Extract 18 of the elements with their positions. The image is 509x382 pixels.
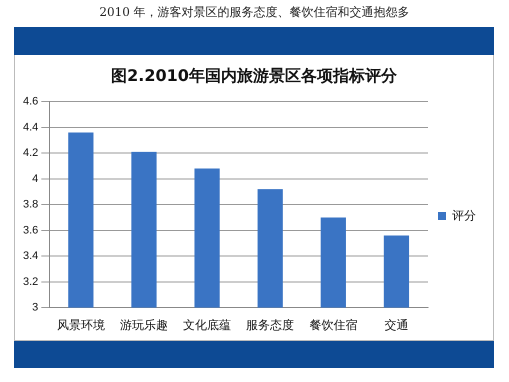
x-tick-label: 服务态度	[246, 318, 294, 332]
y-tick-label: 3.6	[22, 224, 38, 236]
x-tick-label: 交通	[384, 318, 408, 332]
legend-label: 评分	[452, 208, 476, 222]
x-tick-label: 餐饮住宿	[309, 318, 358, 332]
x-tick-label: 风景环境	[56, 318, 105, 332]
y-tick-label: 4	[32, 172, 38, 185]
y-tick-label: 3.2	[22, 276, 38, 288]
chart-title: 图2.2010年国内旅游景区各项指标评分	[110, 66, 398, 87]
x-tick-label: 游玩乐趣	[120, 318, 168, 332]
y-tick-label: 3.4	[22, 250, 38, 262]
y-tick-label: 4.2	[22, 147, 38, 160]
y-tick-label: 3	[32, 302, 38, 314]
y-tick-label: 4.4	[22, 121, 38, 134]
x-tick-label: 文化底蕴	[183, 318, 232, 332]
chart-subtitle: 2010 年，游客对景区的服务态度、餐饮住宿和交通抱怨多	[98, 4, 411, 21]
y-tick-label: 4.6	[22, 96, 38, 108]
y-tick-label: 3.8	[22, 198, 38, 211]
